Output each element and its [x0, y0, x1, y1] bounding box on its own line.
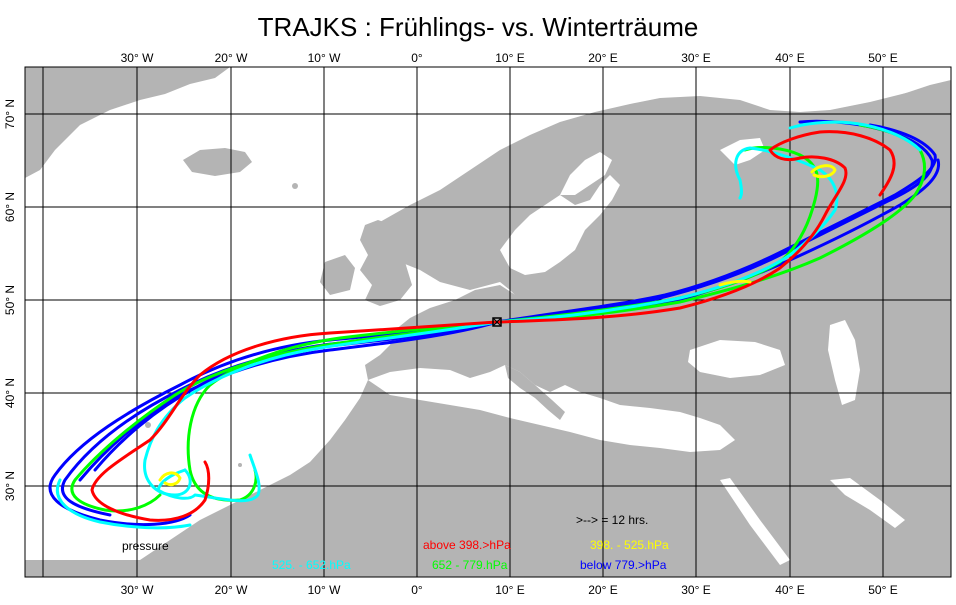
longitude-label: 40° E: [775, 583, 804, 597]
legend-range-398-525: 398. - 525.hPa: [590, 538, 669, 552]
legend-pressure-label: pressure: [122, 539, 169, 553]
trajectory-blue-6: [495, 123, 937, 324]
longitude-label: 30° W: [121, 583, 154, 597]
trajectory-red-2: [495, 130, 896, 324]
latitude-label: 30° N: [3, 471, 17, 501]
longitude-label: 20° W: [215, 51, 248, 65]
ireland: [320, 255, 355, 295]
trajectory-green-2: [70, 320, 499, 513]
trajectory-red-1: [90, 320, 499, 522]
latitude-label: 70° N: [3, 99, 17, 129]
longitude-label: 0°: [411, 51, 423, 65]
longitude-label: 40° E: [775, 51, 804, 65]
trajectory-yellow-2: [810, 164, 837, 179]
longitude-label: 20° E: [588, 51, 617, 65]
longitude-label: 10° W: [308, 51, 341, 65]
longitude-label: 0°: [411, 583, 423, 597]
greenland: [25, 67, 230, 178]
trajectory-yellow-3: [718, 279, 752, 287]
start-marker: [492, 317, 502, 327]
legend-above: above 398.>hPa: [423, 538, 511, 552]
faroe: [292, 183, 298, 189]
azores: [145, 422, 151, 428]
trajectory-cyan-3: [56, 478, 192, 530]
trajectory-blue-1: [48, 320, 499, 527]
trajectory-cyan-1: [143, 320, 499, 497]
trajectory-layer: [48, 119, 941, 530]
longitude-labels-bottom: 30° W 20° W 10° W 0° 10° E 20° E 30° E 40° E 50°…: [121, 583, 898, 597]
legend-range-652-779: 652 - 779.hPa: [432, 558, 508, 572]
longitude-label: 30° W: [121, 51, 154, 65]
latitude-label: 50° N: [3, 285, 17, 315]
longitude-label: 10° W: [308, 583, 341, 597]
trajectory-yellow-1: [158, 471, 182, 487]
baltic-sea: [500, 175, 620, 275]
map-title: TRAJKS : Frühlings- vs. Winterträume: [257, 12, 699, 42]
iceland: [183, 148, 252, 176]
longitude-label: 30° E: [681, 583, 710, 597]
caspian-sea: [828, 320, 860, 405]
novaya-zemlya: [900, 80, 951, 112]
gulf-of-bothnia: [560, 152, 612, 195]
legend-interval-note: >--> = 12 hrs.: [576, 513, 648, 527]
canary: [259, 502, 265, 508]
red-sea: [720, 478, 790, 565]
trajectory-blue-3: [78, 320, 499, 482]
great-britain: [360, 220, 412, 306]
longitude-label: 10° E: [495, 51, 524, 65]
trajectory-cyan-5: [788, 120, 922, 152]
latitude-label: 40° N: [3, 378, 17, 408]
legend-range-525-652: 525. - 652.hPa: [272, 558, 351, 572]
longitude-label: 20° E: [588, 583, 617, 597]
longitude-label: 10° E: [495, 583, 524, 597]
longitude-label: 30° E: [681, 51, 710, 65]
longitude-labels-top: 30° W 20° W 10° W 0° 10° E 20° E 30° E 40° E 50°…: [121, 51, 898, 65]
latitude-labels: 70° N 60° N 50° N 40° N 30° N: [3, 99, 17, 501]
legend-below: below 779.>hPa: [580, 558, 667, 572]
longitude-label: 20° W: [215, 583, 248, 597]
persian-gulf: [830, 478, 905, 528]
longitude-label: 50° E: [868, 583, 897, 597]
trajectory-cyan-4: [495, 146, 839, 324]
madeira: [238, 463, 242, 467]
black-sea: [688, 340, 785, 378]
trajectory-cyan-2: [156, 453, 261, 503]
latitude-label: 60° N: [3, 192, 17, 222]
map-frame: [24, 66, 952, 578]
longitude-label: 50° E: [868, 51, 897, 65]
